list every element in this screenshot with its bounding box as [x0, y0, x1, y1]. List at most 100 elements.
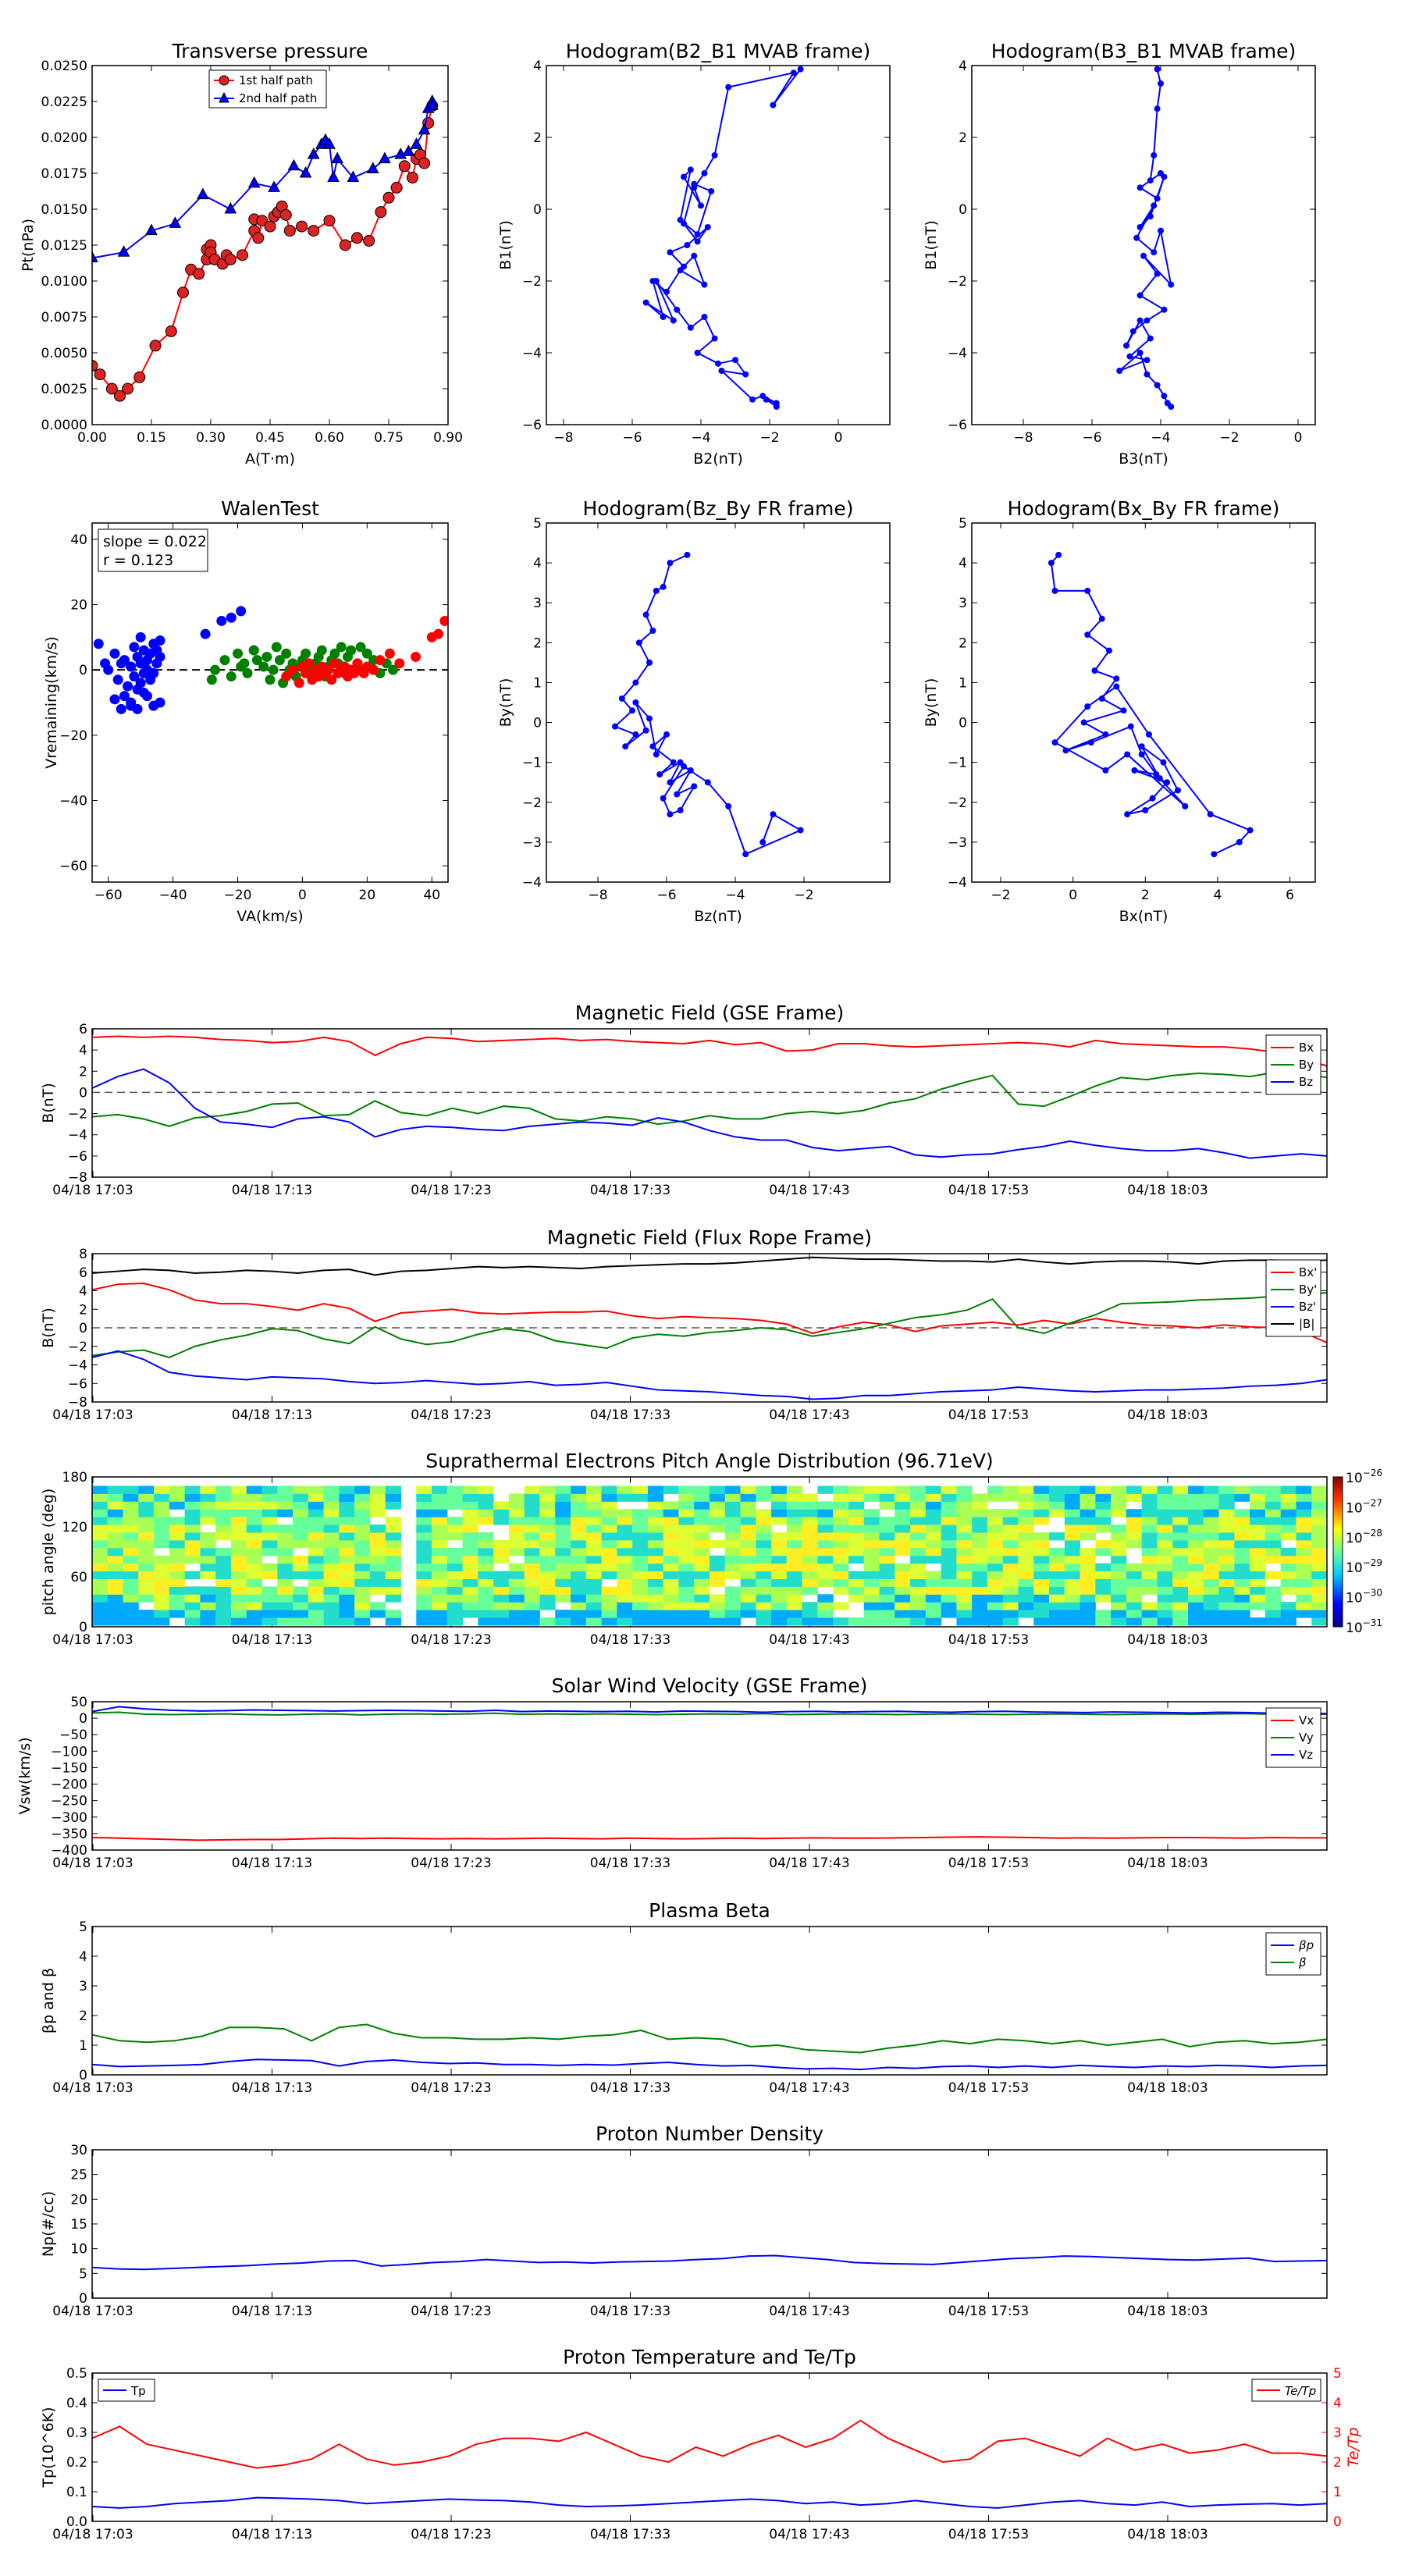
- heatmap-cell: [1250, 1539, 1266, 1549]
- heatmap-cell: [1234, 1555, 1250, 1564]
- heatmap-cell: [478, 1501, 494, 1510]
- heatmap-cell: [910, 1617, 927, 1626]
- heatmap-cell: [1080, 1563, 1096, 1572]
- heatmap-cell: [848, 1617, 865, 1626]
- heatmap-cell: [1172, 1485, 1189, 1494]
- heatmap-cell: [1018, 1517, 1034, 1525]
- legend-label: Vz: [1299, 1748, 1313, 1762]
- heatmap-cell: [416, 1563, 432, 1572]
- y-tick-label: −100: [51, 1744, 87, 1759]
- heatmap-cell: [694, 1602, 710, 1610]
- x-tick-label: 0.45: [255, 430, 285, 446]
- data-point: [1140, 252, 1147, 259]
- data-point: [347, 170, 360, 183]
- data-point: [206, 674, 217, 685]
- heatmap-cell: [910, 1555, 927, 1564]
- heatmap-cell: [571, 1509, 587, 1517]
- heatmap-cell: [154, 1517, 170, 1525]
- heatmap-cell: [571, 1594, 587, 1603]
- heatmap-cell: [138, 1493, 155, 1502]
- heatmap-cell: [756, 1517, 772, 1525]
- heatmap-cell: [771, 1547, 788, 1557]
- heatmap-cell: [323, 1578, 340, 1587]
- heatmap-cell: [817, 1525, 834, 1533]
- y-axis-label: B1(nT): [497, 220, 514, 270]
- heatmap-cell: [1049, 1617, 1065, 1626]
- x-tick-label: 0: [298, 888, 307, 903]
- data-point: [677, 267, 684, 274]
- chart-title: Suprathermal Electrons Pitch Angle Distr…: [425, 1450, 993, 1472]
- plot-frame: [91, 1253, 1328, 1403]
- heatmap-cell: [647, 1509, 664, 1517]
- data-point: [339, 239, 351, 251]
- heatmap-cell: [524, 1501, 540, 1510]
- data-point: [281, 648, 292, 659]
- heatmap-cell: [339, 1509, 355, 1517]
- heatmap-cell: [508, 1617, 525, 1626]
- heatmap-cell: [1064, 1594, 1081, 1603]
- heatmap-cell: [123, 1602, 139, 1610]
- heatmap-cell: [539, 1555, 556, 1564]
- legend: Bx'By'Bz'|B|: [1265, 1259, 1321, 1337]
- heatmap-cell: [107, 1485, 124, 1494]
- heatmap-cell: [385, 1485, 401, 1494]
- heatmap-cell: [1002, 1517, 1019, 1525]
- data-point: [1144, 371, 1151, 378]
- y-tick-label: −40: [59, 793, 87, 809]
- heatmap-cell: [632, 1555, 649, 1564]
- data-point: [653, 751, 660, 758]
- heatmap-cell: [1311, 1532, 1328, 1541]
- heatmap-cell: [585, 1525, 603, 1533]
- heatmap-cell: [339, 1555, 355, 1564]
- heatmap-cell: [169, 1539, 186, 1549]
- x-tick-label: 04/18 17:13: [232, 2304, 312, 2319]
- heatmap-cell: [1280, 1517, 1297, 1525]
- heatmap-cell: [756, 1493, 772, 1502]
- y-tick-label: 0.0025: [41, 382, 87, 397]
- heatmap-cell: [539, 1501, 556, 1510]
- heatmap-cell: [555, 1547, 571, 1557]
- y-axis-label: Vsw(km/s): [16, 1737, 34, 1814]
- heatmap-cell: [1064, 1525, 1081, 1533]
- data-point: [797, 66, 804, 73]
- data-point: [382, 191, 395, 204]
- heatmap-cell: [1064, 1547, 1081, 1557]
- heatmap-cell: [308, 1594, 325, 1603]
- heatmap-cell: [1264, 1571, 1282, 1579]
- x-tick-label: 0: [1069, 888, 1077, 903]
- x-tick-label: 0.75: [374, 430, 404, 446]
- heatmap-cell: [802, 1539, 818, 1549]
- heatmap-cell: [493, 1617, 510, 1626]
- heatmap-cell: [1049, 1610, 1065, 1618]
- y-tick-label: −2: [948, 274, 967, 290]
- heatmap-cell: [1141, 1532, 1158, 1541]
- heatmap-cell: [694, 1571, 710, 1579]
- heatmap-cell: [972, 1610, 988, 1618]
- heatmap-cell: [354, 1610, 371, 1618]
- heatmap-cell: [154, 1563, 170, 1572]
- heatmap-cell: [786, 1594, 803, 1603]
- heatmap-cell: [385, 1555, 401, 1564]
- series-line: [91, 1711, 1328, 1716]
- y-tick-label: 2: [79, 1064, 87, 1080]
- heatmap-cell: [138, 1501, 155, 1510]
- heatmap-cell: [1172, 1555, 1189, 1564]
- heatmap-cell: [1203, 1571, 1220, 1579]
- heatmap-cell: [1234, 1586, 1250, 1595]
- heatmap-cell: [987, 1586, 1004, 1595]
- heatmap-cell: [663, 1617, 679, 1626]
- heatmap-cell: [432, 1571, 448, 1579]
- heatmap-cell: [617, 1563, 633, 1572]
- x-tick-label: 04/18 17:23: [411, 1632, 491, 1648]
- heatmap-cell: [663, 1525, 679, 1533]
- heatmap-cell: [647, 1594, 664, 1603]
- heatmap-cell: [308, 1578, 325, 1587]
- x-axis-label: A(T·m): [245, 450, 295, 468]
- data-point: [1084, 632, 1091, 639]
- heatmap-cell: [710, 1617, 726, 1626]
- data-point: [293, 678, 304, 688]
- heatmap-cell: [339, 1602, 355, 1610]
- heatmap-cell: [601, 1493, 617, 1502]
- heatmap-cell: [200, 1617, 216, 1626]
